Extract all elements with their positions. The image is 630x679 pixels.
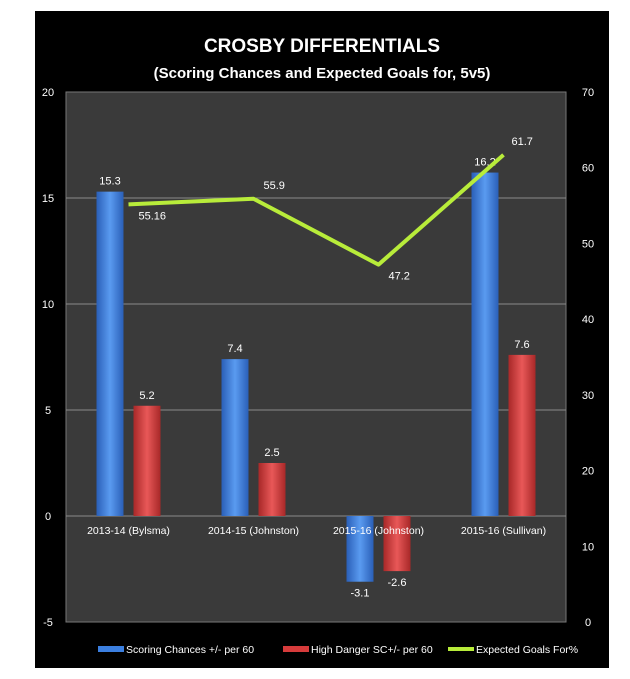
bar-data-label: 2.5 xyxy=(264,447,279,459)
line-data-label: 55.9 xyxy=(264,180,285,192)
scoring-chances-bar xyxy=(471,172,499,516)
chart-title: CROSBY DIFFERENTIALS xyxy=(204,36,440,57)
left-tick-label: 10 xyxy=(42,299,54,311)
legend-swatch xyxy=(283,646,309,652)
line-data-label: 61.7 xyxy=(512,136,533,148)
scoring-chances-bar xyxy=(221,359,249,516)
left-tick-label: -5 xyxy=(43,617,53,629)
high-danger-bar xyxy=(133,405,161,516)
bar-data-label: 7.4 xyxy=(227,343,242,355)
right-tick-label: 0 xyxy=(585,617,591,629)
scoring-chances-bar xyxy=(346,516,374,582)
bar-data-label: 5.2 xyxy=(139,390,154,402)
scoring-chances-bar xyxy=(96,191,124,516)
legend-swatch xyxy=(98,646,124,652)
right-tick-label: 40 xyxy=(582,314,594,326)
bar-data-label: -2.6 xyxy=(388,577,407,589)
high-danger-bar xyxy=(383,516,411,572)
right-tick-label: 70 xyxy=(582,87,594,99)
right-tick-label: 10 xyxy=(582,541,594,553)
left-tick-label: 15 xyxy=(42,193,54,205)
bar-data-label: 7.6 xyxy=(514,339,529,351)
legend-label: Scoring Chances +/- per 60 xyxy=(126,644,254,656)
right-tick-label: 30 xyxy=(582,390,594,402)
right-tick-label: 60 xyxy=(582,163,594,175)
left-tick-label: 5 xyxy=(45,405,51,417)
line-data-label: 55.16 xyxy=(139,210,167,222)
category-label: 2015-16 (Sullivan) xyxy=(461,525,546,537)
bar-data-label: 15.3 xyxy=(99,176,120,188)
right-tick-label: 20 xyxy=(582,466,594,478)
bar-data-label: -3.1 xyxy=(351,588,370,600)
legend-label: High Danger SC+/- per 60 xyxy=(311,644,433,656)
line-data-label: 47.2 xyxy=(389,271,410,283)
legend-label: Expected Goals For% xyxy=(476,644,578,656)
high-danger-bar xyxy=(508,354,536,516)
category-label: 2013-14 (Bylsma) xyxy=(87,525,170,537)
category-label: 2015-16 (Johnston) xyxy=(333,525,424,537)
chart-subtitle: (Scoring Chances and Expected Goals for,… xyxy=(154,65,491,82)
expected-goals-line xyxy=(128,153,505,267)
left-tick-label: 20 xyxy=(42,87,54,99)
right-tick-label: 50 xyxy=(582,238,594,250)
left-tick-label: 0 xyxy=(45,511,51,523)
category-label: 2014-15 (Johnston) xyxy=(208,525,299,537)
high-danger-bar xyxy=(258,463,286,516)
